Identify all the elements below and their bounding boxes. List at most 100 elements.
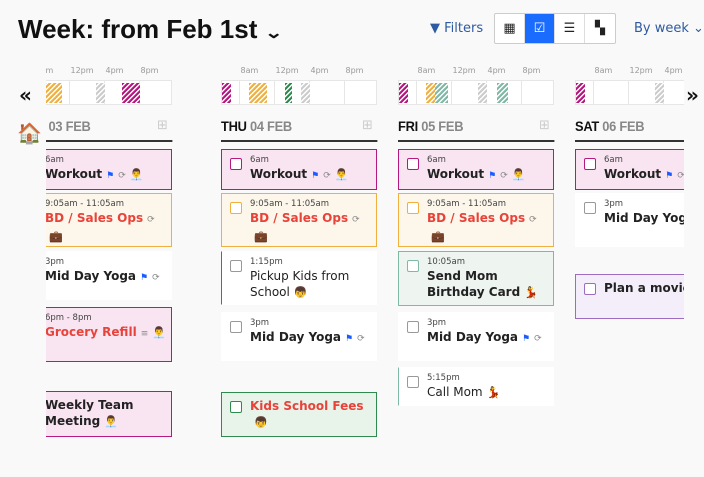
event-card[interactable]: 9:05am - 11:05am BD / Sales Ops ⟳ 💼 [46, 193, 172, 247]
event-card[interactable]: Kids School Fees 👦 [221, 392, 377, 437]
timeline-event-block[interactable] [497, 83, 509, 103]
list-view-button[interactable]: ☰ [555, 14, 585, 43]
next-week-icon[interactable]: » [686, 83, 699, 107]
event-time: 9:05am - 11:05am [427, 199, 507, 209]
event-checkbox[interactable] [230, 401, 242, 413]
event-time: 6am [46, 155, 64, 165]
event-checkbox[interactable] [230, 260, 242, 272]
event-time: 9:05am - 11:05am [46, 199, 125, 209]
flag-icon: ⚑ [665, 171, 674, 181]
timeline-event-block[interactable] [46, 83, 62, 103]
event-title-text: Mid Day Yoga [604, 211, 684, 225]
event-checkbox[interactable] [230, 202, 242, 214]
event-title: Plan a movie👫 [604, 280, 684, 297]
timeline-event-block[interactable] [426, 83, 435, 103]
event-time: 1:15pm [250, 257, 283, 267]
add-event-icon[interactable]: ⊞ [539, 118, 550, 133]
timeline-tick [450, 81, 452, 104]
event-title-text: Workout [46, 167, 103, 181]
flag-icon: ⚑ [345, 334, 354, 344]
event-card[interactable]: 3pm Mid Day Yoga ⚑ ⟳ [221, 312, 377, 361]
event-checkbox[interactable] [407, 158, 419, 170]
chevron-down-icon[interactable]: ⌄ [264, 25, 284, 42]
event-card[interactable]: 5:15pm Call Mom 💃 [398, 367, 554, 406]
timeline-event-block[interactable] [434, 83, 448, 103]
repeat-icon: ⟳ [323, 171, 331, 181]
event-card[interactable]: Plan a movie👫 [575, 274, 684, 319]
event-checkbox[interactable] [584, 158, 596, 170]
event-title: Call Mom 💃 [427, 384, 549, 401]
flag-icon: ⚑ [106, 171, 115, 181]
event-checkbox[interactable] [407, 376, 419, 388]
event-checkbox[interactable] [407, 260, 419, 272]
emoji-icon: 👦 [254, 416, 268, 429]
day-name: THU [221, 118, 250, 134]
home-icon[interactable]: 🏠 [17, 121, 42, 145]
event-card[interactable]: 9:05am - 11:05am BD / Sales Ops ⟳ 💼 [221, 193, 377, 247]
event-card[interactable]: 3pm Mid Day Yoga ⚑ ⟳ [398, 312, 554, 361]
event-title: Kids School Fees 👦 [250, 398, 372, 431]
timeline-event-block[interactable] [122, 83, 140, 103]
emoji-icon: 👨‍💼 [129, 168, 144, 181]
event-card[interactable]: 9:05am - 11:05am BD / Sales Ops ⟳ 💼 [398, 193, 554, 247]
timeline-strip [575, 80, 684, 105]
grid-view-button[interactable]: ▚ [585, 14, 615, 43]
filters-button[interactable]: ▼ Filters [430, 21, 483, 36]
repeat-icon: ⟳ [357, 334, 365, 344]
add-event-icon[interactable]: ⊞ [157, 118, 168, 133]
event-title-text: Plan a movie [604, 281, 684, 295]
timeline-label: 4pm [310, 66, 329, 75]
prev-week-icon[interactable]: « [19, 83, 32, 107]
event-card[interactable]: 10:05am Send Mom Birthday Card 💃 [398, 251, 554, 306]
notes-icon: ≡ [140, 329, 149, 339]
add-event-icon[interactable]: ⊞ [362, 118, 373, 133]
timeline-event-block[interactable] [95, 83, 105, 103]
timeline-event-block[interactable] [654, 83, 664, 103]
event-time: 9:05am - 11:05am [250, 199, 330, 209]
timeline-label: 12pm [452, 66, 476, 75]
timeline-event-block[interactable] [477, 83, 487, 103]
event-checkbox[interactable] [584, 283, 596, 295]
day-header: THU 04 FEB [221, 118, 377, 142]
event-checkbox[interactable] [407, 202, 419, 214]
event-title: Mid Day Yoga ⚑ ⟳ [46, 268, 167, 286]
day-date: 05 FEB [421, 118, 464, 134]
event-title: BD / Sales Ops ⟳ 💼 [250, 210, 372, 245]
month-view-button[interactable]: ▦ [495, 14, 525, 43]
event-title: Grocery Refill ≡ 👨‍💼 [46, 324, 167, 342]
event-checkbox[interactable] [230, 158, 242, 170]
day-header: WED 03 FEB [46, 118, 172, 142]
timeline-event-block[interactable] [399, 83, 408, 103]
timeline-event-block[interactable] [285, 83, 292, 103]
event-checkbox[interactable] [407, 321, 419, 333]
timeline-label: 12pm [70, 66, 94, 75]
timeline-event-block[interactable] [576, 83, 585, 103]
timeline-tick [520, 81, 522, 104]
week-view-button[interactable]: ☑ [525, 14, 555, 43]
event-checkbox[interactable] [230, 321, 242, 333]
timeline-strip [46, 80, 172, 105]
by-week-dropdown[interactable]: By week ⌄ [634, 21, 704, 36]
day-date: 06 FEB [602, 118, 645, 134]
event-card[interactable]: Weekly Team Meeting 👨‍💼 [46, 391, 172, 437]
event-card[interactable]: 6pm - 8pm Grocery Refill ≡ 👨‍💼 [46, 307, 172, 362]
event-time: 5:15pm [427, 373, 460, 383]
event-time: 3pm [250, 318, 270, 328]
timeline-event-block[interactable] [249, 83, 267, 103]
emoji-icon: 💼 [431, 230, 445, 243]
event-time: 6am [427, 155, 446, 165]
day-date: 04 FEB [249, 118, 292, 134]
timeline-event-block[interactable] [300, 83, 310, 103]
event-card[interactable]: 1:15pm Pickup Kids from School 👦 [221, 251, 377, 305]
event-title: Send Mom Birthday Card 💃 [427, 268, 549, 301]
event-checkbox[interactable] [584, 202, 596, 214]
day-header: FRI 05 FEB [398, 118, 554, 142]
event-card[interactable]: 3pm Mid Day Yoga ⚑ ⟳ [46, 251, 172, 300]
timeline-event-block[interactable] [222, 83, 231, 103]
page-title[interactable]: Week: from Feb 1st ⌄ [18, 14, 284, 45]
